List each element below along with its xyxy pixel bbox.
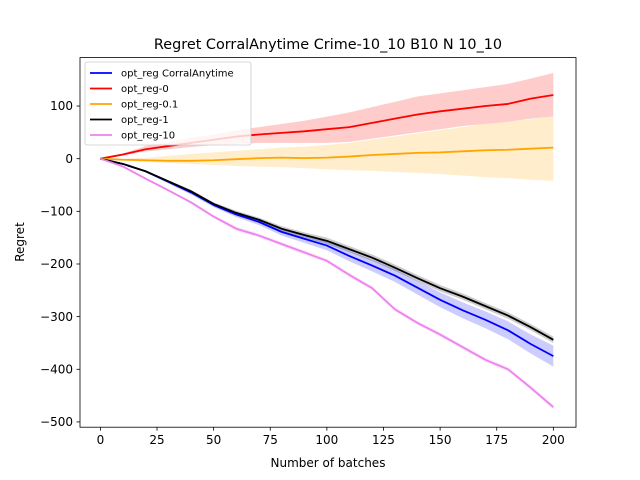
band-opt-reg-0-1 bbox=[100, 116, 554, 181]
x-tick-label: 0 bbox=[97, 433, 105, 447]
x-tick-label: 100 bbox=[315, 433, 338, 447]
y-tick-label: −400 bbox=[40, 362, 73, 376]
y-tick-label: −100 bbox=[40, 205, 73, 219]
line-opt-reg-10 bbox=[100, 157, 554, 408]
legend-label-opt-reg-0-1: opt_reg-0.1 bbox=[121, 100, 178, 111]
legend: opt_reg CorralAnytime opt_reg-0 opt_reg-0.… bbox=[84, 61, 252, 146]
y-tick-label: −300 bbox=[40, 310, 73, 324]
x-tick-label: 25 bbox=[149, 433, 164, 447]
y-tick-label: −200 bbox=[40, 257, 73, 271]
legend-label-opt-reg-10: opt_reg-10 bbox=[121, 131, 175, 142]
y-tick-label: 100 bbox=[50, 99, 73, 113]
x-axis-label: Number of batches bbox=[271, 456, 386, 470]
legend-label-opt-reg-corralanytime: opt_reg CorralAnytime bbox=[121, 69, 234, 80]
x-axis-ticks: 0 25 50 75 100 125 150 175 200 bbox=[97, 427, 565, 447]
y-axis-label: Regret bbox=[13, 222, 27, 262]
legend-label-opt-reg-1: opt_reg-1 bbox=[121, 115, 169, 126]
x-tick-label: 50 bbox=[206, 433, 221, 447]
x-tick-label: 175 bbox=[485, 433, 508, 447]
y-tick-label: −500 bbox=[40, 415, 73, 429]
x-tick-label: 75 bbox=[263, 433, 278, 447]
legend-box bbox=[84, 61, 252, 146]
x-tick-label: 150 bbox=[429, 433, 452, 447]
y-axis-ticks: −500 −400 −300 −200 −100 0 100 bbox=[40, 99, 80, 429]
x-tick-label: 200 bbox=[542, 433, 565, 447]
y-tick-label: 0 bbox=[65, 152, 73, 166]
chart-title: Regret CorralAnytime Crime-10_10 B10 N 1… bbox=[154, 37, 502, 53]
line-opt-reg-0-1 bbox=[100, 146, 554, 162]
line-opt-reg-1 bbox=[100, 157, 554, 341]
plot-area-frame bbox=[79, 57, 577, 428]
legend-label-opt-reg-0: opt_reg-0 bbox=[121, 84, 169, 95]
x-tick-label: 125 bbox=[372, 433, 395, 447]
